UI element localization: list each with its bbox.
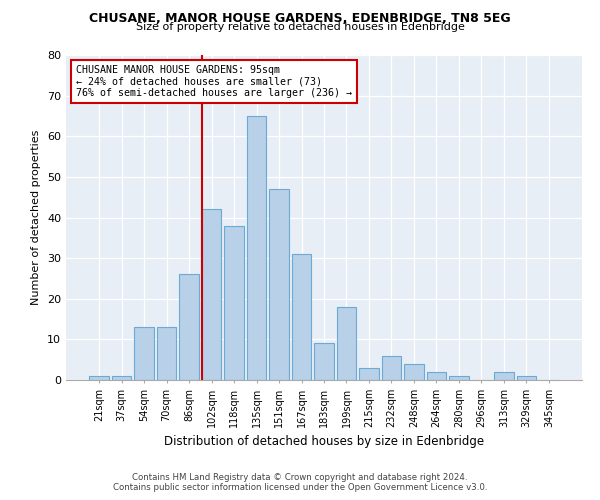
Y-axis label: Number of detached properties: Number of detached properties [31,130,41,305]
Text: Contains HM Land Registry data © Crown copyright and database right 2024.
Contai: Contains HM Land Registry data © Crown c… [113,473,487,492]
Bar [494,372,514,380]
Bar [269,189,289,380]
Bar [337,307,356,380]
Bar [314,344,334,380]
Bar [449,376,469,380]
Bar [404,364,424,380]
Bar [517,376,536,380]
Bar [382,356,401,380]
Bar [224,226,244,380]
Bar [359,368,379,380]
Bar [157,327,176,380]
Bar [427,372,446,380]
Bar [112,376,131,380]
Text: CHUSANE MANOR HOUSE GARDENS: 95sqm
← 24% of detached houses are smaller (73)
76%: CHUSANE MANOR HOUSE GARDENS: 95sqm ← 24%… [76,64,352,98]
Text: CHUSANE, MANOR HOUSE GARDENS, EDENBRIDGE, TN8 5EG: CHUSANE, MANOR HOUSE GARDENS, EDENBRIDGE… [89,12,511,26]
Bar [179,274,199,380]
X-axis label: Distribution of detached houses by size in Edenbridge: Distribution of detached houses by size … [164,436,484,448]
Text: Size of property relative to detached houses in Edenbridge: Size of property relative to detached ho… [136,22,464,32]
Bar [134,327,154,380]
Bar [247,116,266,380]
Bar [202,210,221,380]
Bar [292,254,311,380]
Bar [89,376,109,380]
